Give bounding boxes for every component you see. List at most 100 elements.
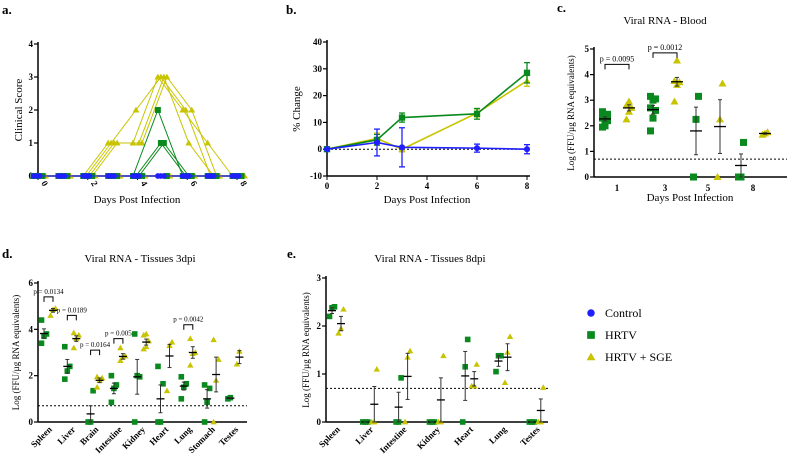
y-tick-label: 6 xyxy=(29,278,34,288)
category-label: 3 xyxy=(663,183,668,193)
hrtv-point xyxy=(740,138,747,146)
control-point xyxy=(61,173,68,179)
x-tick-label: 0 xyxy=(325,181,330,191)
hrtv-point xyxy=(647,104,654,112)
x-tick-label: 2 xyxy=(89,179,100,188)
category-label: Testes xyxy=(518,424,542,448)
hrtv-point xyxy=(157,140,164,146)
hrtv-point xyxy=(647,92,654,100)
y-tick-label: 3 xyxy=(29,72,34,82)
sge-point xyxy=(93,384,101,390)
hrtv-point xyxy=(652,95,659,103)
sge-point xyxy=(132,106,140,113)
p-value-label: p = 0.0095 xyxy=(600,54,635,63)
control-point xyxy=(473,145,481,152)
hrtv-point xyxy=(62,376,68,382)
hrtv-point xyxy=(154,107,161,113)
y-tick-label: 0 xyxy=(318,144,323,154)
y-tick-label: -10 xyxy=(310,171,322,181)
panel-label: a. xyxy=(2,2,12,17)
sge-point xyxy=(187,362,194,368)
p-value-label: p = 0.0012 xyxy=(648,43,683,52)
control-point xyxy=(235,173,242,179)
y-axis-title: Log (FFU/µg RNA equivalents) xyxy=(301,292,311,407)
panel-label: e. xyxy=(287,246,296,261)
control-point xyxy=(523,146,531,153)
category-label: 5 xyxy=(706,183,711,193)
hrtv-point xyxy=(160,140,167,146)
significance-bracket xyxy=(652,52,678,58)
sge-point xyxy=(586,352,596,361)
hrtv-point xyxy=(331,304,338,310)
category-label: Liver xyxy=(55,424,77,446)
hrtv-point xyxy=(326,313,333,320)
sge-point xyxy=(215,356,222,362)
significance-bracket xyxy=(183,324,194,330)
y-tick-label: 10 xyxy=(313,117,323,127)
sge-point xyxy=(718,79,727,87)
hrtv-point xyxy=(201,382,208,388)
hrtv-point xyxy=(398,114,406,121)
sge-point xyxy=(713,173,722,180)
sge-individual-line xyxy=(36,76,236,177)
hrtv-point xyxy=(108,372,115,379)
control-point xyxy=(136,173,142,179)
control-point xyxy=(210,173,217,179)
y-tick-label: 30 xyxy=(313,64,323,74)
control-point xyxy=(185,173,192,179)
sge-point xyxy=(143,343,150,350)
significance-bracket xyxy=(90,349,101,356)
hrtv-point xyxy=(62,343,68,350)
significance-bracket xyxy=(113,338,124,344)
y-tick-label: 0 xyxy=(585,172,590,182)
chart-title: Viral RNA - Tissues 3dpi xyxy=(84,253,195,265)
hrtv-point xyxy=(108,399,115,406)
x-tick-label: 2 xyxy=(375,181,380,191)
y-axis-title: % Change xyxy=(291,86,303,132)
sge-point xyxy=(187,335,194,341)
panel-label: c. xyxy=(557,0,566,15)
y-tick-label: 3 xyxy=(317,273,322,283)
x-axis-title: Days Post Infection xyxy=(384,194,471,206)
sge-point xyxy=(113,139,121,146)
p-value-label: p = 0.005 xyxy=(105,330,132,338)
hrtv-point xyxy=(131,419,138,425)
category-label: Liver xyxy=(353,424,375,446)
x-tick-label: 8 xyxy=(238,179,249,188)
chart-title: Viral RNA - Tissues 8dpi xyxy=(374,253,485,265)
hrtv-point xyxy=(690,173,697,181)
significance-bracket xyxy=(66,314,77,321)
hrtv-point xyxy=(604,117,611,125)
hrtv-point xyxy=(652,106,659,114)
hrtv-point xyxy=(649,114,657,122)
sge-point xyxy=(70,344,77,351)
significance-bracket xyxy=(604,63,630,70)
hrtv-point xyxy=(493,368,499,375)
sge-point xyxy=(625,97,633,105)
y-tick-label: 2 xyxy=(29,371,34,381)
control-point xyxy=(111,173,118,179)
y-axis-title: Log (FFU/µg RNA equivalents) xyxy=(566,55,576,170)
category-label: Spleen xyxy=(317,424,342,449)
hrtv-point xyxy=(238,173,245,179)
legend-label-hrtv: HRTV xyxy=(605,328,637,342)
hrtv-point xyxy=(604,110,611,118)
legend-label-control: Control xyxy=(605,306,642,320)
y-axis-title: Log (FFU/µg RNA equivalents) xyxy=(11,295,21,410)
sge-point xyxy=(670,97,679,105)
hrtv-point xyxy=(398,375,404,381)
sge-point xyxy=(440,352,447,359)
panel-label: b. xyxy=(286,2,296,17)
sge-individual-line xyxy=(42,75,242,177)
control-point xyxy=(398,144,406,151)
sge-point xyxy=(138,139,146,146)
sge-point xyxy=(143,330,150,337)
sge-point xyxy=(335,330,342,336)
y-tick-label: 1 xyxy=(585,146,590,156)
category-label: 8 xyxy=(751,183,756,193)
sge-point xyxy=(163,387,171,394)
sge-point xyxy=(540,384,547,390)
y-tick-label: 0 xyxy=(29,417,34,427)
category-label: 1 xyxy=(615,183,620,193)
